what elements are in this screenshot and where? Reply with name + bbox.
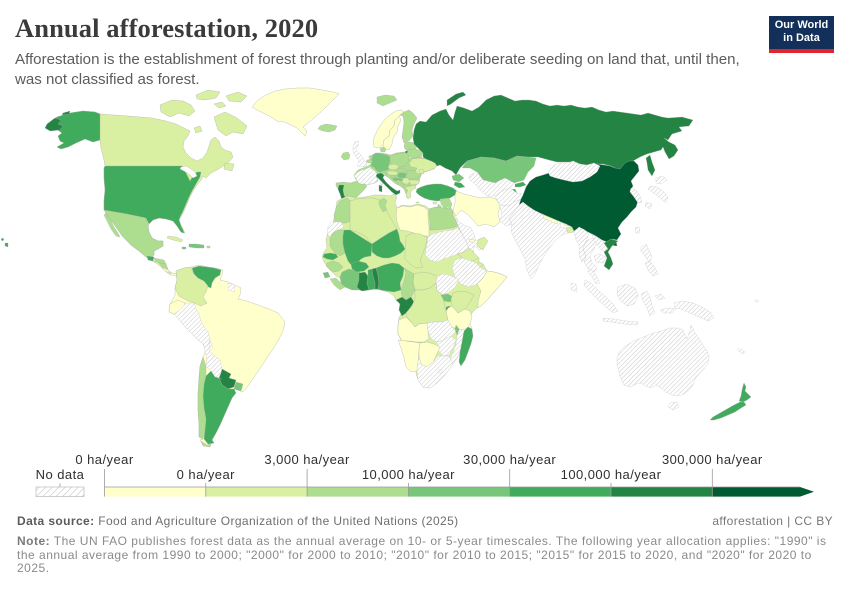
svg-text:10,000 ha/year: 10,000 ha/year — [362, 467, 455, 482]
svg-text:3,000 ha/year: 3,000 ha/year — [264, 452, 350, 467]
svg-text:0 ha/year: 0 ha/year — [75, 452, 133, 467]
svg-text:No data: No data — [36, 467, 85, 482]
svg-text:100,000 ha/year: 100,000 ha/year — [561, 467, 662, 482]
svg-text:300,000 ha/year: 300,000 ha/year — [662, 452, 763, 467]
svg-text:30,000 ha/year: 30,000 ha/year — [463, 452, 556, 467]
svg-text:0 ha/year: 0 ha/year — [177, 467, 235, 482]
